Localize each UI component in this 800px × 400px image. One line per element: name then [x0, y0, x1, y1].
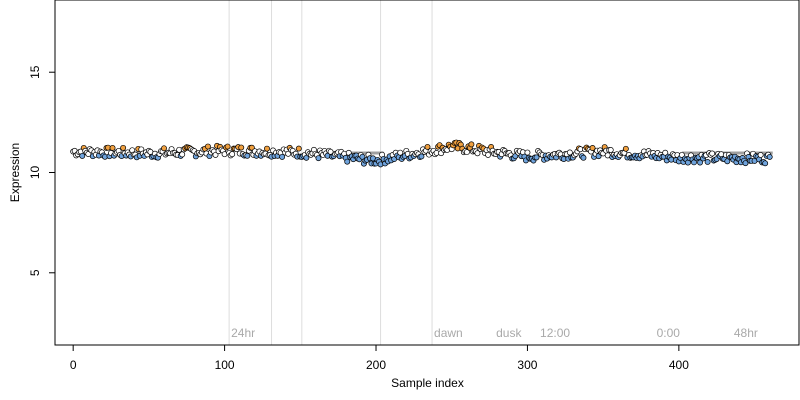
data-point — [580, 154, 587, 161]
data-point — [468, 141, 475, 148]
data-point — [229, 151, 236, 158]
data-point — [224, 143, 231, 150]
data-point — [742, 160, 749, 167]
data-point — [264, 145, 270, 152]
x-tick-label: 300 — [517, 358, 537, 372]
data-point — [662, 149, 669, 156]
data-point — [607, 147, 614, 153]
y-tick-label: 10 — [28, 166, 42, 180]
data-point — [704, 158, 711, 165]
data-point — [418, 153, 425, 160]
annotations: 24hr dawn dusk 12:00 0:00 48hr — [231, 326, 758, 340]
data-point — [359, 153, 366, 160]
data-points — [70, 139, 773, 168]
data-point — [120, 144, 127, 151]
vertical-reference-lines — [228, 0, 433, 345]
data-point — [279, 153, 286, 160]
data-point — [179, 151, 186, 158]
x-axis: 0 100 200 300 400 — [70, 345, 689, 372]
x-tick-label: 200 — [366, 358, 386, 372]
data-point — [524, 149, 531, 156]
data-point — [238, 144, 245, 151]
x-tick-label: 100 — [215, 358, 235, 372]
data-point — [766, 153, 773, 160]
data-point — [589, 145, 596, 151]
data-point — [303, 154, 310, 161]
annotation-label: dawn — [434, 326, 463, 340]
data-point — [212, 151, 219, 158]
annotation-label: 48hr — [734, 326, 758, 340]
plot-frame — [54, 0, 800, 346]
annotation-label: 12:00 — [540, 326, 570, 340]
data-point — [109, 144, 116, 151]
data-point — [295, 145, 302, 152]
data-point — [697, 159, 704, 166]
data-point — [397, 149, 404, 156]
data-point — [285, 150, 292, 157]
annotation-label: 24hr — [231, 326, 255, 340]
data-point — [344, 158, 351, 165]
data-point — [424, 143, 431, 150]
data-point — [161, 145, 167, 152]
data-point — [463, 149, 470, 156]
data-point — [485, 151, 492, 158]
x-tick-label: 0 — [70, 358, 77, 372]
y-tick-label: 15 — [28, 65, 42, 79]
annotation-label: dusk — [496, 326, 522, 340]
y-axis-title: Expression — [8, 143, 22, 202]
data-point — [622, 145, 629, 152]
data-point — [533, 154, 540, 161]
x-tick-label: 400 — [669, 358, 689, 372]
data-point — [244, 152, 251, 159]
annotation-label: 0:00 — [657, 326, 681, 340]
x-axis-title: Sample index — [391, 376, 464, 390]
data-point — [204, 143, 211, 150]
data-point — [757, 151, 764, 158]
data-point — [315, 155, 322, 162]
data-point — [762, 160, 769, 167]
y-axis: 5 10 15 — [28, 65, 55, 276]
data-point — [724, 158, 731, 165]
data-point — [709, 150, 716, 157]
data-point — [474, 150, 481, 157]
y-tick-label: 5 — [28, 269, 42, 276]
data-point — [79, 152, 86, 159]
